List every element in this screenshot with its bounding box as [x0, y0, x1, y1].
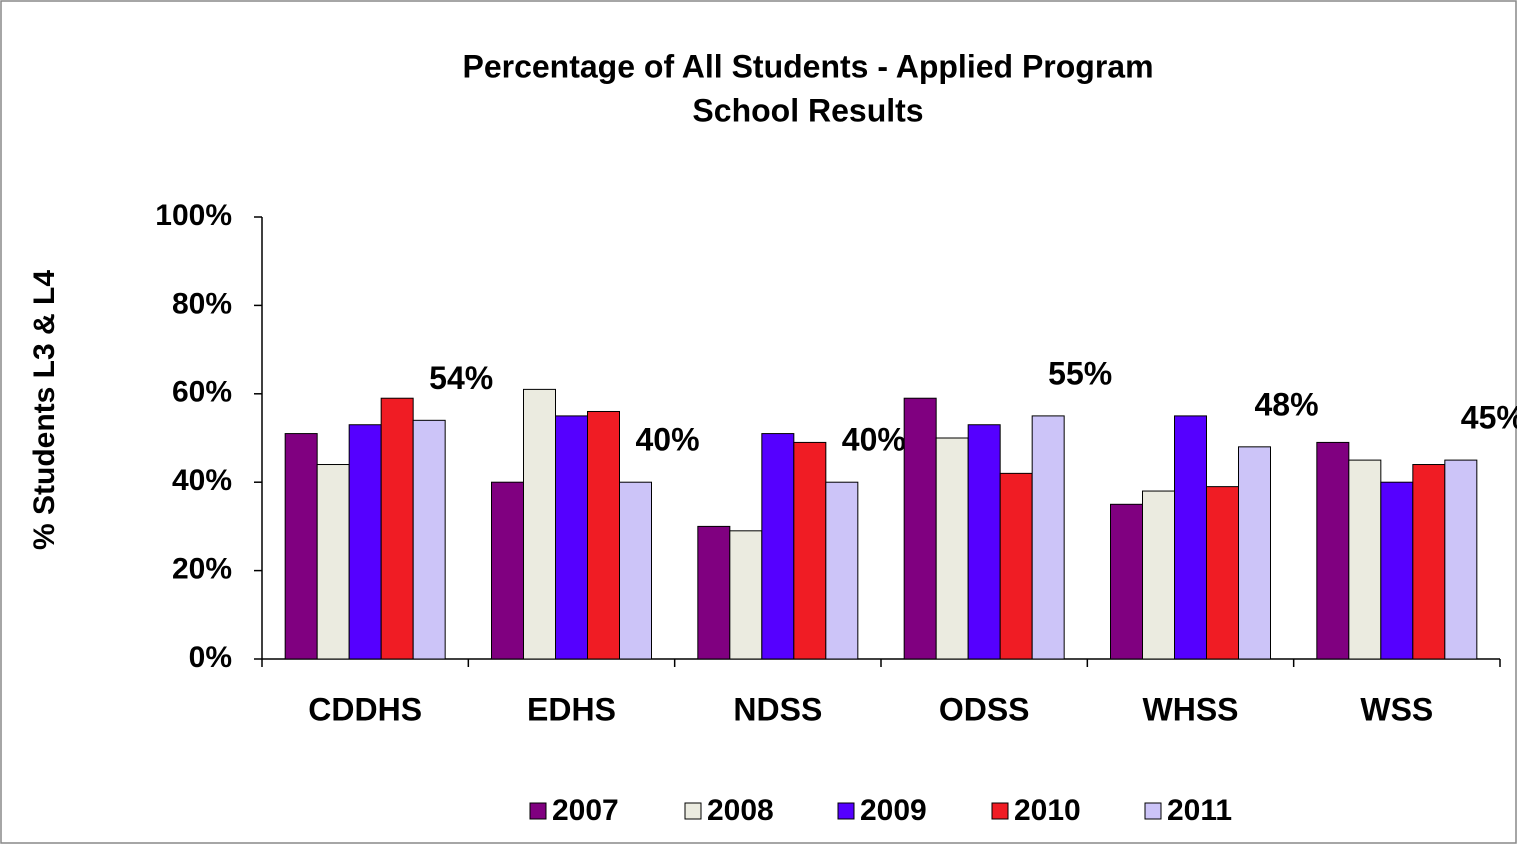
- bar: [284, 433, 318, 660]
- legend-swatch: [529, 802, 547, 820]
- legend-label: 2008: [707, 794, 774, 827]
- y-tick-label: 40%: [172, 464, 232, 497]
- bar: [587, 410, 620, 660]
- y-tick-label: 0%: [189, 641, 232, 674]
- y-tick-label: 80%: [172, 287, 232, 320]
- bar: [1206, 486, 1239, 660]
- bar: [555, 415, 588, 660]
- data-label: 40%: [635, 422, 699, 458]
- data-label: 45%: [1461, 400, 1517, 436]
- legend-label: 2009: [860, 794, 927, 827]
- x-tick-label: CDDHS: [308, 691, 422, 727]
- bar: [903, 397, 937, 660]
- bar: [793, 441, 827, 660]
- bar: [1110, 503, 1143, 660]
- bar: [697, 525, 731, 660]
- bar: [1380, 481, 1414, 660]
- bar: [412, 419, 446, 660]
- legend-swatch: [991, 802, 1009, 820]
- bar: [967, 424, 1001, 660]
- y-tick-label: 20%: [172, 553, 232, 586]
- bar: [729, 530, 763, 660]
- bar: [348, 424, 382, 660]
- bar: [825, 481, 859, 660]
- bar: [1031, 415, 1065, 660]
- bar: [316, 464, 350, 660]
- bar: [999, 472, 1033, 660]
- legend-label: 2010: [1014, 794, 1081, 827]
- bar: [1444, 459, 1478, 660]
- chart-title: Percentage of All Students - Applied Pro…: [462, 48, 1153, 84]
- bar: [1174, 415, 1207, 660]
- legend-swatch: [837, 802, 855, 820]
- bar: [523, 388, 556, 660]
- bar: [491, 481, 524, 660]
- x-tick-label: NDSS: [733, 691, 822, 727]
- data-label: 55%: [1048, 355, 1112, 391]
- x-tick-label: EDHS: [527, 691, 616, 727]
- bar: [619, 481, 652, 660]
- data-label: 54%: [429, 360, 493, 396]
- bar: [1412, 464, 1446, 660]
- data-label: 40%: [842, 422, 906, 458]
- x-tick-label: ODSS: [939, 691, 1030, 727]
- legend-swatch: [1144, 802, 1162, 820]
- bar: [380, 397, 414, 660]
- x-tick-label: WSS: [1360, 691, 1433, 727]
- bar: [1142, 490, 1175, 660]
- x-tick-label: WHSS: [1143, 691, 1239, 727]
- y-tick-label: 100%: [155, 199, 232, 232]
- bar: [761, 433, 795, 660]
- bar: [935, 437, 969, 660]
- y-tick-label: 60%: [172, 376, 232, 409]
- bar: [1348, 459, 1382, 660]
- legend-swatch: [684, 802, 702, 820]
- bar: [1238, 446, 1271, 660]
- legend-label: 2011: [1167, 794, 1232, 827]
- bar: [1316, 441, 1350, 660]
- chart-subtitle: School Results: [692, 92, 923, 128]
- y-axis-label: % Students L3 & L4: [28, 270, 61, 550]
- legend-label: 2007: [552, 794, 619, 827]
- data-label: 48%: [1254, 386, 1318, 422]
